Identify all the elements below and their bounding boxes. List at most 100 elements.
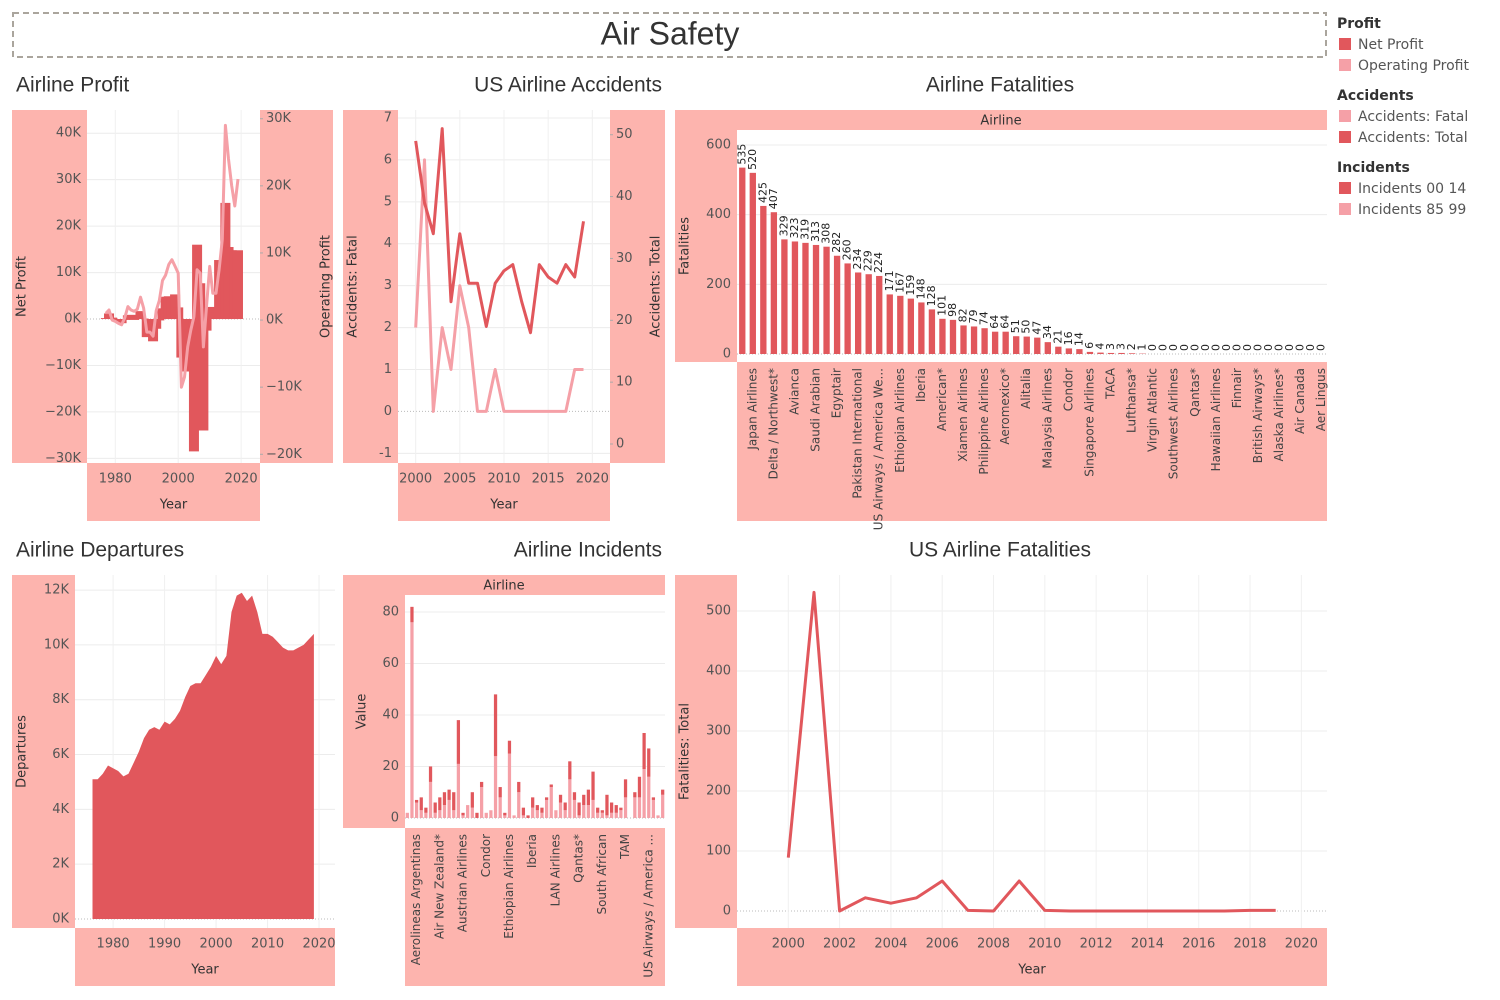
bar-segment (512, 815, 516, 818)
bar (833, 255, 841, 354)
x-tick-label: Alitalia (1019, 368, 1033, 409)
axis-panel (398, 463, 610, 521)
dashboard-title: Air Safety (601, 15, 740, 51)
data-label: 313 (809, 221, 822, 242)
bar-segment (563, 810, 567, 818)
bar (135, 311, 146, 320)
bar-segment (507, 753, 512, 818)
x-tick-label: 2020 (1285, 937, 1318, 952)
data-label: 3 (1115, 343, 1128, 350)
x-tick-label: 2002 (823, 937, 856, 952)
y-tick-label: 0 (723, 346, 731, 361)
data-label: 323 (788, 217, 801, 238)
line (104, 123, 240, 389)
bar-segment (647, 776, 651, 818)
y-tick-label: 200 (706, 277, 731, 292)
chart-title: Airline Departures (16, 539, 184, 562)
bar-segment (442, 792, 447, 806)
bar-segment (414, 802, 419, 818)
data-label: 79 (967, 309, 980, 323)
data-label: 98 (946, 303, 959, 317)
bar (812, 244, 820, 354)
x-tick-label: Ethiopian Airlines (893, 368, 907, 473)
x-tick-label: 2020 (302, 937, 335, 952)
bar (770, 212, 778, 354)
data-label: 224 (872, 252, 885, 273)
axis-panel (343, 110, 398, 463)
bar (844, 263, 851, 354)
y-tick-label: 40K (56, 126, 82, 141)
x-tick-label: Finnair (1230, 368, 1244, 408)
y-axis-label: Net Profit (15, 256, 30, 317)
bar-segment (447, 789, 451, 800)
chart-title: US Airline Fatalities (909, 539, 1091, 562)
x-tick-label: 2006 (926, 937, 959, 952)
bar-segment (577, 815, 581, 818)
bar (960, 325, 967, 354)
x-tick-label: Egyptair (830, 368, 844, 418)
bar-segment (577, 802, 581, 816)
data-label: 167 (893, 272, 906, 293)
bar-segment (558, 794, 563, 803)
bar-segment (582, 794, 586, 806)
header-label: Airline (483, 579, 524, 594)
bar-segment (521, 807, 526, 816)
bar (1055, 346, 1062, 354)
x-tick-label: 2000 (162, 472, 195, 487)
x-tick-label: LAN Airlines (548, 834, 562, 906)
bar-segment (503, 815, 507, 818)
bar (154, 319, 165, 321)
bar-segment (651, 799, 656, 818)
data-label: 520 (746, 149, 759, 170)
axis-panel (343, 595, 405, 828)
y-tick-label: 2K (52, 857, 69, 872)
x-tick-label: 1980 (97, 937, 130, 952)
data-label: 0 (1273, 344, 1286, 351)
bar (897, 295, 904, 354)
y2-tick-label: 10K (266, 245, 292, 260)
legend-label: Incidents 00 14 (1358, 181, 1466, 197)
x-tick-label: TAM (618, 834, 632, 860)
y-tick-label: 100 (706, 844, 731, 859)
header-label: Airline (980, 114, 1021, 129)
data-label: 4 (1093, 343, 1106, 350)
bar-segment (438, 810, 442, 818)
y-tick-label: 1 (384, 362, 392, 377)
data-label: 229 (862, 250, 875, 271)
bar-segment (554, 810, 558, 818)
y-tick-label: 0 (391, 810, 399, 825)
axis-panel (737, 928, 1327, 986)
bar (1034, 337, 1041, 354)
y-tick-label: 6 (384, 152, 392, 167)
x-tick-label: Air Canada (1293, 368, 1307, 434)
x-axis-label: Year (190, 963, 219, 978)
legend-swatch (1339, 182, 1351, 194)
y-tick-label: -1 (379, 446, 392, 461)
area (92, 592, 314, 919)
bar (981, 328, 988, 354)
data-label: 425 (756, 182, 769, 203)
x-tick-label: 2012 (1080, 937, 1113, 952)
x-axis-label: Year (159, 498, 188, 513)
bar-segment (633, 792, 637, 798)
bar-segment (614, 805, 618, 813)
bar-segment (642, 769, 646, 818)
bar-segment (414, 799, 419, 803)
axis-panel (87, 463, 260, 521)
x-tick-label: American* (935, 368, 949, 431)
x-tick-label: Ethiopian Airlines (502, 834, 516, 939)
bar-segment (544, 797, 549, 800)
x-tick-label: Austrian Airlines (456, 834, 470, 932)
y-tick-label: 300 (706, 724, 731, 739)
y2-tick-label: 20 (616, 313, 633, 328)
bar-segment (438, 797, 442, 811)
y-tick-label: 6K (52, 747, 69, 762)
y2-tick-label: 40 (616, 189, 633, 204)
data-label: 0 (1294, 344, 1307, 351)
bar-segment (535, 805, 539, 811)
bar-segment (428, 781, 433, 818)
y2-tick-label: 10 (616, 375, 633, 390)
bar (1023, 336, 1030, 354)
header-panel (343, 575, 665, 595)
